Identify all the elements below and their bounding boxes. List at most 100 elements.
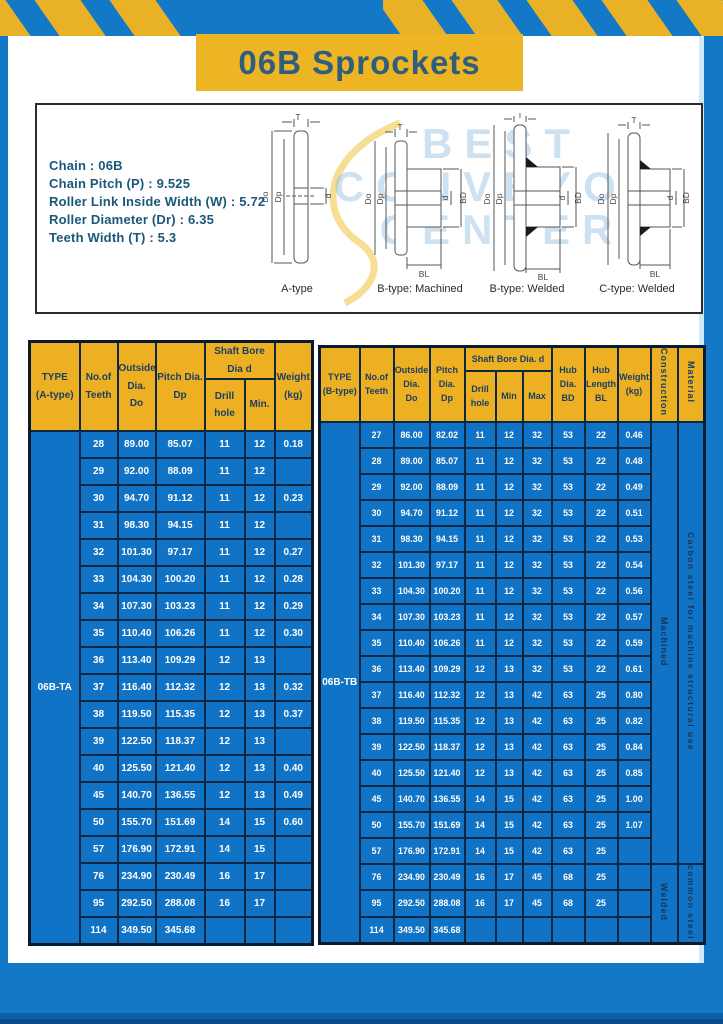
table-cell: 0.29 xyxy=(273,592,314,621)
table-cell: 94.70 xyxy=(116,484,157,513)
table-row: 114 349.50 345.68 xyxy=(320,915,705,945)
table-cell: 118.37 xyxy=(154,727,206,756)
table-row: 40 125.50 121.40 12 13 42 63 25 0.85 xyxy=(320,758,705,787)
table-cell: 53 xyxy=(550,602,586,631)
table-cell: 15 xyxy=(243,835,276,864)
table-cell: 122.50 xyxy=(116,727,157,756)
table-cell: 95 xyxy=(78,889,119,918)
table-cell: 106.26 xyxy=(428,628,466,657)
table-cell xyxy=(583,915,619,945)
table-cell: 13 xyxy=(494,706,524,735)
table-row: 28 89.00 85.07 11 12 32 53 22 0.48 xyxy=(320,446,705,475)
table-cell: 12 xyxy=(463,732,497,761)
table-cell: 0.23 xyxy=(273,484,314,513)
table-cell: 57 xyxy=(358,836,395,865)
table-cell: 32 xyxy=(521,628,553,657)
a-type-table: TYPE (A-type) No.of Teeth Outside Dia. D… xyxy=(28,340,315,946)
table-cell: 22 xyxy=(583,420,619,449)
table-cell: 13 xyxy=(243,727,276,756)
table-cell: 42 xyxy=(521,836,553,865)
table-cell: 0.28 xyxy=(273,565,314,594)
table-cell: 16 xyxy=(463,889,497,918)
spec-line: Chain Pitch (P) : 9.525 xyxy=(49,176,191,191)
table-cell: 12 xyxy=(203,781,246,810)
table-cell xyxy=(273,457,314,486)
table-cell: 11 xyxy=(203,430,246,459)
table-cell: 172.91 xyxy=(154,835,206,864)
table-cell: 104.30 xyxy=(116,565,157,594)
footer-bottom-edge xyxy=(0,1019,723,1024)
table-cell: 234.90 xyxy=(392,862,431,892)
table-cell: 92.00 xyxy=(116,457,157,486)
table-cell: 11 xyxy=(203,457,246,486)
table-row: 36 113.40 109.29 12 13 xyxy=(30,646,314,675)
table-cell: 12 xyxy=(494,602,524,631)
type-label-cell: 06B-TB xyxy=(318,420,361,945)
table-row: 33 104.30 100.20 11 12 0.28 xyxy=(30,565,314,594)
table-cell: 34 xyxy=(78,592,119,621)
table-cell: 12 xyxy=(203,673,246,702)
table-cell xyxy=(243,916,276,945)
material-value: common steel xyxy=(685,864,696,940)
table-cell: 155.70 xyxy=(392,810,431,839)
table-cell xyxy=(273,727,314,756)
spec-line: Chain : 06B xyxy=(49,158,123,173)
table-cell: 17 xyxy=(243,889,276,918)
table-cell: 53 xyxy=(550,576,586,605)
table-cell xyxy=(616,836,652,865)
table-cell: 32 xyxy=(521,420,553,449)
table-cell: 0.59 xyxy=(616,628,652,657)
table-cell: 125.50 xyxy=(116,754,157,783)
table-cell: 40 xyxy=(78,754,119,783)
table-row: 30 94.70 91.12 11 12 0.23 xyxy=(30,484,314,513)
table-cell: 140.70 xyxy=(392,784,431,813)
table-cell: 11 xyxy=(203,484,246,513)
svg-text:Do: Do xyxy=(596,193,606,204)
table-cell: 13 xyxy=(494,654,524,683)
svg-text:Do: Do xyxy=(363,193,373,204)
table-cell: 0.60 xyxy=(273,808,314,837)
table-cell xyxy=(273,835,314,864)
table-cell: 63 xyxy=(550,732,586,761)
table-cell: 12 xyxy=(494,550,524,579)
table-cell: 12 xyxy=(494,472,524,501)
table-cell: 22 xyxy=(583,602,619,631)
table-cell: 42 xyxy=(521,680,553,709)
b-type-machined-drawing: T Do Dp d BD BL xyxy=(363,122,468,279)
table-cell: 50 xyxy=(78,808,119,837)
table-cell: 113.40 xyxy=(392,654,431,683)
hazard-stripes-right xyxy=(383,0,723,36)
table-cell: 116.40 xyxy=(392,680,431,709)
table-cell: 38 xyxy=(358,706,395,735)
spec-line: Roller Diameter (Dr) : 6.35 xyxy=(49,212,215,227)
table-cell: 11 xyxy=(463,420,497,449)
table-row: 50 155.70 151.69 14 15 0.60 xyxy=(30,808,314,837)
material-value: Carbon steel for machine structural use xyxy=(685,531,696,752)
table-cell: 109.29 xyxy=(428,654,466,683)
table-cell: 234.90 xyxy=(116,862,157,891)
table-cell: 12 xyxy=(243,592,276,621)
table-cell: 53 xyxy=(550,472,586,501)
table-row: 33 104.30 100.20 11 12 32 53 22 0.56 xyxy=(320,576,705,605)
table-cell: 103.23 xyxy=(428,602,466,631)
table-cell: 57 xyxy=(78,835,119,864)
svg-text:d: d xyxy=(440,195,450,200)
table-cell: 45 xyxy=(521,889,553,918)
table-cell: 76 xyxy=(358,862,395,892)
table-cell: 0.37 xyxy=(273,700,314,729)
table-cell: 33 xyxy=(358,576,395,605)
table-cell: 114 xyxy=(78,916,119,945)
table-cell: 63 xyxy=(550,706,586,735)
table-cell xyxy=(463,915,497,945)
figure-b-type-welded: T Do Dp d BD BL B-type: Welded xyxy=(462,113,592,295)
table-cell: 11 xyxy=(463,628,497,657)
svg-text:d: d xyxy=(557,195,567,200)
table-cell: 29 xyxy=(358,472,395,501)
table-cell: 0.18 xyxy=(273,430,314,459)
table-cell: 116.40 xyxy=(116,673,157,702)
table-cell xyxy=(273,916,314,945)
figure-caption: A-type xyxy=(281,283,313,295)
table-cell: 98.30 xyxy=(392,524,431,553)
table-cell: 13 xyxy=(494,680,524,709)
col-header-type: TYPE (B-type) xyxy=(318,345,361,423)
